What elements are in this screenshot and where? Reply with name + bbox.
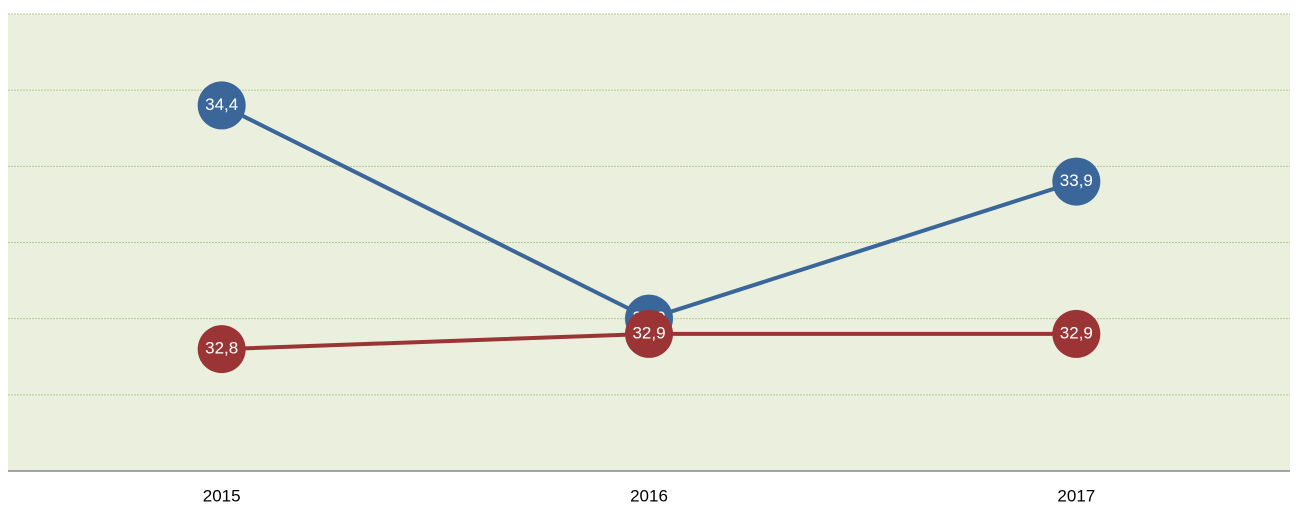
data-point <box>625 309 673 358</box>
x-tick-label: 2015 <box>203 486 241 505</box>
x-tick-label: 2017 <box>1057 486 1095 505</box>
data-label: 32,9 <box>632 323 665 342</box>
data-point <box>197 325 246 374</box>
data-point <box>1052 157 1101 206</box>
x-tick-label: 2016 <box>630 486 668 505</box>
data-point <box>1052 309 1101 358</box>
data-label: 32,9 <box>1060 323 1093 342</box>
data-label: 33,9 <box>1060 171 1093 190</box>
data-label: 34,4 <box>205 95 238 114</box>
data-point <box>197 81 246 130</box>
data-label: 32,8 <box>205 339 238 358</box>
